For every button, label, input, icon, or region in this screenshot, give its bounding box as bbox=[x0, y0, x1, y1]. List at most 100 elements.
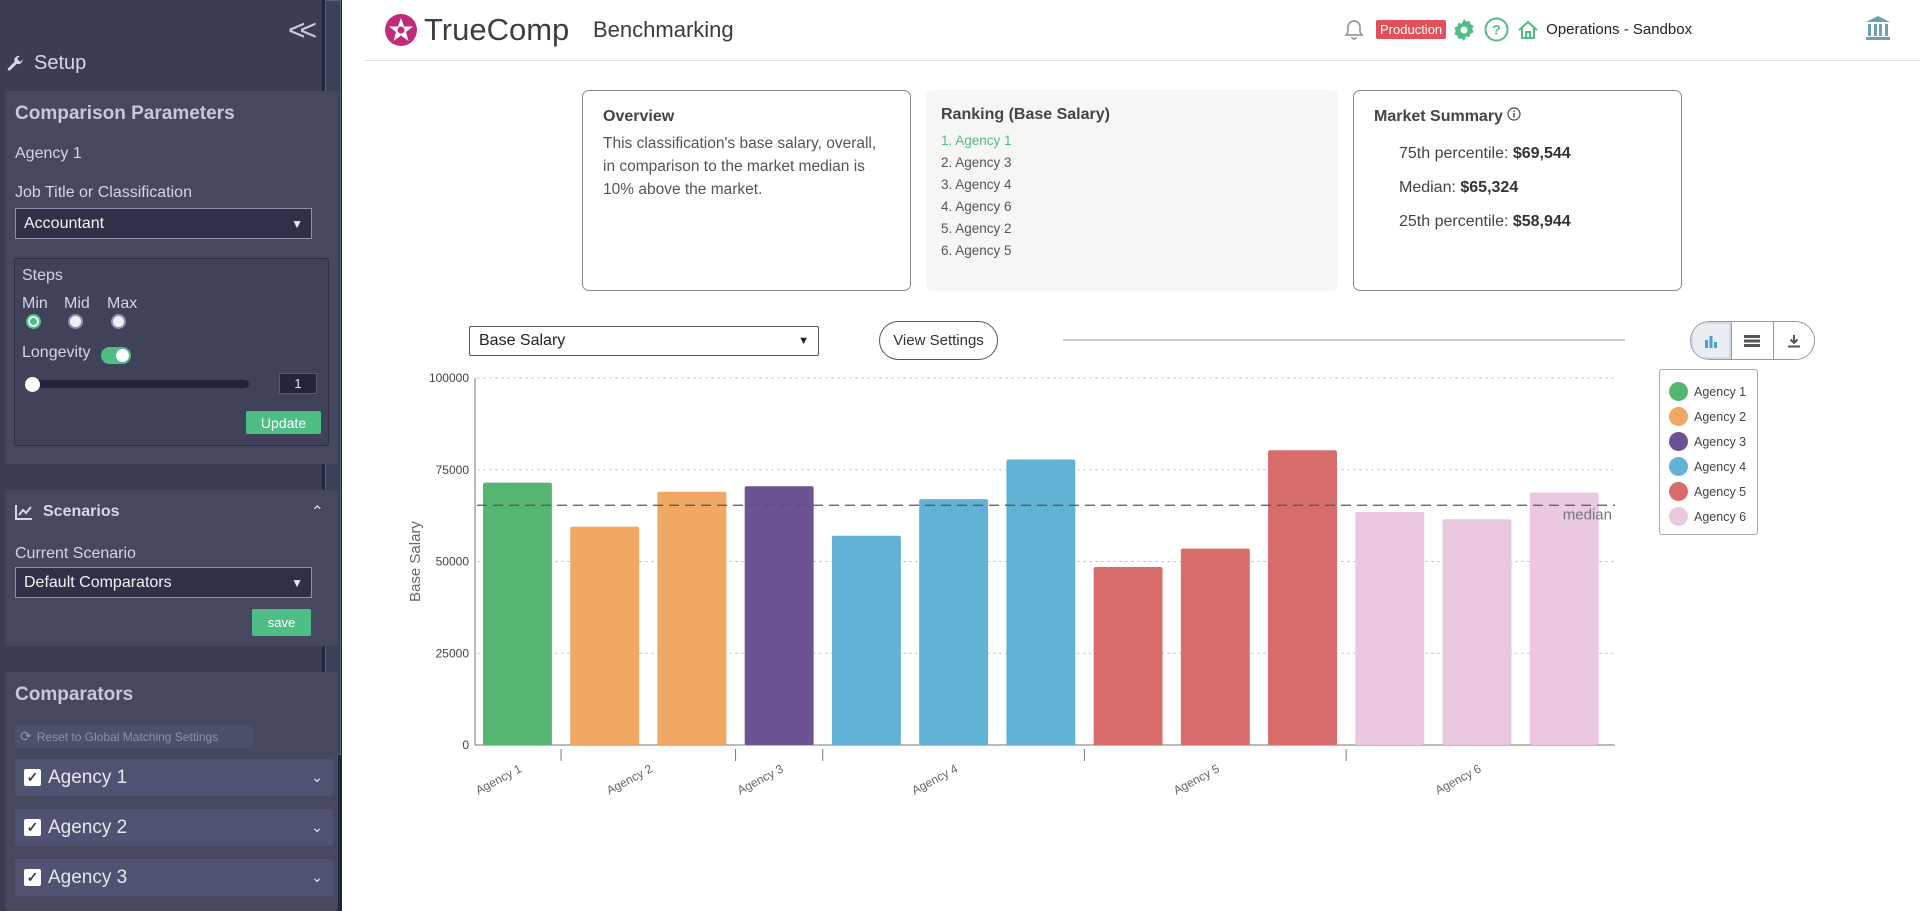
bar bbox=[483, 482, 552, 745]
step-max-label: Max bbox=[107, 295, 138, 312]
ranking-item: 1. Agency 1 bbox=[941, 133, 1012, 148]
comparator-item[interactable]: ✓ Agency 2 ⌄ bbox=[15, 809, 333, 846]
bar bbox=[1355, 511, 1425, 745]
ranking-item: 3. Agency 4 bbox=[941, 177, 1012, 192]
collapse-sidebar-icon[interactable]: << bbox=[288, 14, 317, 47]
legend-item[interactable]: Agency 5 bbox=[1669, 479, 1748, 504]
gear-icon[interactable] bbox=[1452, 18, 1476, 42]
longevity-toggle[interactable] bbox=[101, 347, 131, 364]
longevity-label: Longevity bbox=[22, 344, 91, 361]
overview-text: This classification's base salary, overa… bbox=[603, 135, 877, 198]
longevity-value[interactable]: 1 bbox=[279, 373, 317, 394]
view-mode-toggle bbox=[1690, 321, 1815, 360]
line-chart-icon bbox=[15, 505, 32, 520]
setup-heading: Setup bbox=[6, 52, 86, 75]
x-tick-label: Agency 2 bbox=[604, 761, 655, 797]
scenarios-title: Scenarios bbox=[43, 503, 120, 520]
bar bbox=[744, 486, 814, 745]
checkbox-checked-icon[interactable]: ✓ bbox=[24, 869, 41, 886]
comparator-name: Agency 2 bbox=[48, 816, 128, 838]
p75-value: $69,544 bbox=[1512, 145, 1571, 162]
chevron-up-icon[interactable]: ⌃ bbox=[310, 504, 324, 521]
step-max-radio[interactable] bbox=[111, 314, 126, 329]
chevron-down-icon: ⌄ bbox=[311, 869, 323, 885]
y-tick-label: 0 bbox=[462, 738, 469, 752]
scenarios-header[interactable]: Scenarios bbox=[15, 503, 119, 521]
bar bbox=[1093, 567, 1163, 745]
step-mid-radio[interactable] bbox=[68, 314, 83, 329]
reset-matching-button[interactable]: ⟳ Reset to Global Matching Settings bbox=[15, 725, 253, 748]
download-icon bbox=[1787, 334, 1800, 347]
legend-swatch bbox=[1669, 382, 1688, 401]
longevity-slider-handle[interactable] bbox=[25, 377, 40, 392]
x-tick-label: Agency 4 bbox=[909, 761, 960, 797]
view-settings-button[interactable]: View Settings bbox=[879, 321, 998, 360]
legend-swatch bbox=[1669, 507, 1688, 526]
scenario-value: Default Comparators bbox=[24, 573, 172, 591]
page-title: Benchmarking bbox=[593, 17, 734, 42]
app-logo[interactable]: TrueComp bbox=[384, 12, 569, 48]
chart-view-button[interactable] bbox=[1691, 322, 1733, 359]
legend-item[interactable]: Agency 4 bbox=[1669, 454, 1748, 479]
download-button[interactable] bbox=[1774, 322, 1814, 359]
overview-title: Overview bbox=[603, 108, 675, 125]
market-summary-heading: Market Summary bbox=[1374, 107, 1661, 126]
x-tick-label: Agency 6 bbox=[1433, 761, 1484, 797]
bar-chart-icon bbox=[1705, 335, 1718, 348]
table-view-button[interactable] bbox=[1732, 322, 1774, 359]
sidebar: << Setup Comparison Parameters Agency 1 … bbox=[0, 0, 342, 911]
comparator-item[interactable]: ✓ Agency 3 ⌄ bbox=[15, 859, 333, 896]
top-header: TrueComp Benchmarking Production ? Opera… bbox=[364, 0, 1920, 61]
divider bbox=[1063, 339, 1625, 341]
y-tick-label: 25000 bbox=[436, 646, 470, 660]
comparators-title: Comparators bbox=[15, 684, 134, 705]
organization-name[interactable]: Operations - Sandbox bbox=[1546, 21, 1693, 38]
checkbox-checked-icon[interactable]: ✓ bbox=[24, 769, 41, 786]
chevron-down-icon: ▼ bbox=[291, 575, 303, 590]
bell-icon[interactable] bbox=[1344, 19, 1364, 41]
ranking-item: 2. Agency 3 bbox=[941, 155, 1012, 170]
overview-card: Overview This classification's base sala… bbox=[582, 90, 911, 291]
y-tick-label: 50000 bbox=[436, 555, 470, 569]
longevity-slider[interactable] bbox=[27, 380, 249, 388]
chevron-down-icon: ⌄ bbox=[311, 819, 323, 835]
metric-select[interactable]: Base Salary ▼ bbox=[469, 326, 819, 356]
chevron-down-icon: ▼ bbox=[798, 335, 809, 347]
checkbox-checked-icon[interactable]: ✓ bbox=[24, 819, 41, 836]
p25-label: 25th percentile: bbox=[1399, 213, 1509, 230]
y-tick-label: 100000 bbox=[429, 371, 469, 385]
steps-group: Steps Min Mid Max Longevity 1 Update bbox=[14, 258, 329, 446]
median-value: $65,324 bbox=[1460, 179, 1519, 196]
info-icon[interactable] bbox=[1507, 107, 1521, 121]
median-row: Median: $65,324 bbox=[1399, 179, 1518, 197]
bar bbox=[1442, 519, 1512, 745]
reset-matching-label: Reset to Global Matching Settings bbox=[36, 729, 219, 744]
chevron-down-icon: ▼ bbox=[291, 216, 303, 231]
update-button[interactable]: Update bbox=[246, 411, 321, 434]
bar bbox=[919, 499, 989, 745]
legend-item[interactable]: Agency 1 bbox=[1669, 379, 1748, 404]
x-tick-label: Agency 5 bbox=[1171, 761, 1222, 797]
legend-item[interactable]: Agency 6 bbox=[1669, 504, 1748, 529]
comparator-name: Agency 3 bbox=[48, 866, 128, 888]
job-title-select[interactable]: Accountant ▼ bbox=[15, 208, 312, 239]
save-scenario-button[interactable]: save bbox=[252, 609, 311, 636]
legend-label: Agency 1 bbox=[1694, 384, 1747, 399]
step-min-radio[interactable] bbox=[26, 314, 41, 329]
help-icon[interactable]: ? bbox=[1484, 17, 1509, 42]
home-icon[interactable] bbox=[1517, 19, 1539, 41]
institution-icon[interactable] bbox=[1864, 14, 1892, 42]
scenario-select[interactable]: Default Comparators ▼ bbox=[15, 567, 312, 598]
legend-label: Agency 4 bbox=[1694, 459, 1747, 474]
legend-item[interactable]: Agency 2 bbox=[1669, 404, 1748, 429]
current-scenario-label: Current Scenario bbox=[15, 545, 136, 562]
p75-label: 75th percentile: bbox=[1399, 145, 1509, 162]
comparator-item[interactable]: ✓ Agency 1 ⌄ bbox=[15, 759, 333, 796]
ranking-title: Ranking (Base Salary) bbox=[941, 106, 1110, 123]
comparators-panel: Comparators ⟳ Reset to Global Matching S… bbox=[5, 672, 338, 911]
chevron-down-icon: ⌄ bbox=[311, 769, 323, 785]
legend-item[interactable]: Agency 3 bbox=[1669, 429, 1748, 454]
legend-label: Agency 3 bbox=[1694, 434, 1747, 449]
bar bbox=[1268, 450, 1337, 745]
y-axis-label: Base Salary bbox=[407, 521, 424, 602]
